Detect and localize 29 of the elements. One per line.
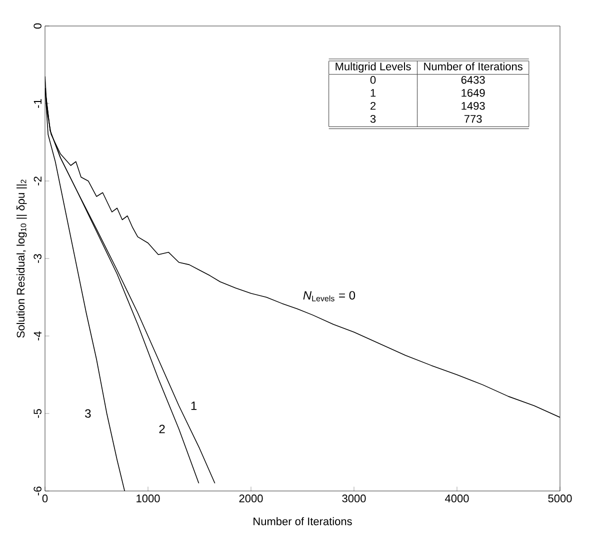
y-tick-label: -2 — [34, 176, 42, 186]
series-label: 2 — [159, 424, 165, 434]
series-label: 1 — [191, 402, 197, 410]
annotation: 2 — [370, 102, 376, 110]
annotation: 3 — [370, 114, 376, 123]
y-tick-label: -6 — [34, 486, 42, 496]
x-tick-label: 5000 — [548, 494, 572, 502]
annotation: 1649 — [462, 88, 485, 97]
annotation: 6433 — [461, 76, 485, 84]
x-tick-label: 0 — [42, 494, 48, 502]
y-tick-label: -5 — [34, 409, 42, 418]
y-tick-label: 0 — [34, 23, 42, 29]
series-label: 3 — [85, 409, 91, 418]
annotation: 0 — [370, 76, 376, 84]
series-label: N$_{Levels}$ = 0 — [303, 291, 356, 302]
annotation: 1 — [370, 89, 376, 97]
x-axis-title: Number of Iterations — [254, 517, 352, 526]
x-tick-label: 4000 — [445, 494, 469, 502]
x-tick-label: 1000 — [136, 494, 160, 502]
annotation: Multigrid Levels — [336, 62, 411, 73]
y-tick-label: -3 — [34, 254, 42, 263]
y-tick-label: -1 — [34, 99, 42, 108]
y-tick-label: -4 — [34, 331, 42, 340]
annotation: Number of Iterations — [424, 62, 522, 70]
y-axis-title: Solution Residual, log$_{10}$ || δρu ||$_{2}$ — [16, 180, 27, 338]
annotation: 773 — [464, 114, 482, 123]
annotation: 1493 — [462, 102, 485, 110]
x-tick-label: 2000 — [239, 494, 263, 502]
x-tick-label: 3000 — [342, 494, 366, 502]
